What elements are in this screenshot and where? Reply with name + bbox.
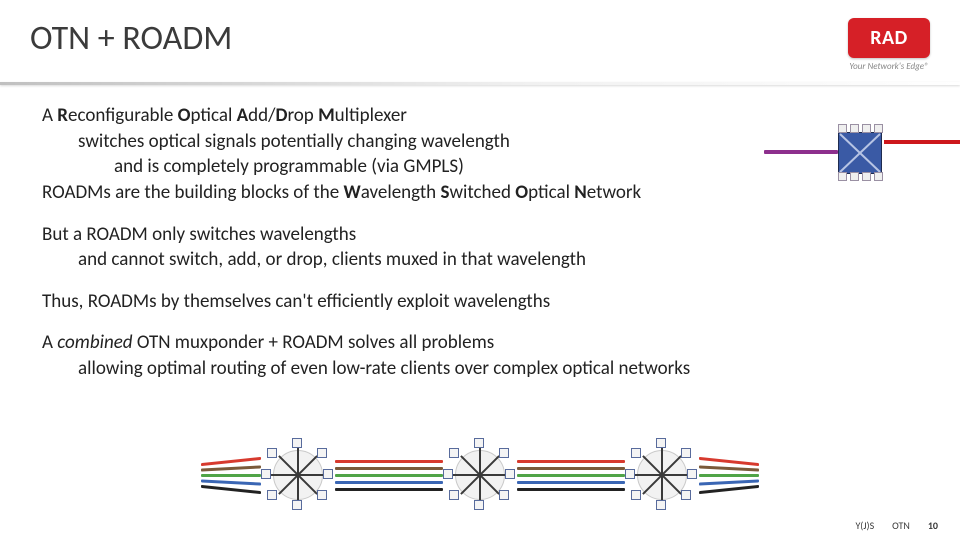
fiber-bundle-left-tail [201, 456, 261, 494]
otn-roadm-chain-diagram [201, 438, 759, 512]
slide-body: A Reconfigurable Optical Add/Drop Multip… [0, 85, 960, 382]
brand-tagline: Your Network's Edge® [849, 61, 928, 72]
fiber-bundle-2 [517, 456, 625, 494]
fiber-bundle-right-tail [699, 456, 759, 494]
node-2 [443, 438, 517, 512]
footer-topic: OTN [892, 519, 910, 532]
footer-page-number: 10 [928, 519, 938, 532]
para-roadm-limit: But a ROADM only switches wavelengths an… [42, 222, 918, 273]
roadm-mini-diagram [828, 126, 892, 180]
slide-footer: Y(J)S OTN 10 [855, 519, 938, 532]
brand-logo: RAD [848, 18, 930, 58]
para-combined: A combined OTN muxponder + ROADM solves … [42, 330, 918, 381]
node-3 [625, 438, 699, 512]
para-roadm-def: A Reconfigurable Optical Add/Drop Multip… [42, 103, 918, 206]
page-title: OTN + ROADM [30, 18, 232, 59]
wire-out-red [884, 140, 960, 144]
wire-in-purple [764, 150, 838, 154]
brand-logo-block: RAD Your Network's Edge® [848, 18, 930, 72]
footer-author: Y(J)S [855, 519, 874, 532]
para-roadm-thus: Thus, ROADMs by themselves can't efficie… [42, 289, 918, 315]
fiber-bundle-1 [335, 456, 443, 494]
roadm-node-icon [828, 126, 892, 180]
node-1 [261, 438, 335, 512]
